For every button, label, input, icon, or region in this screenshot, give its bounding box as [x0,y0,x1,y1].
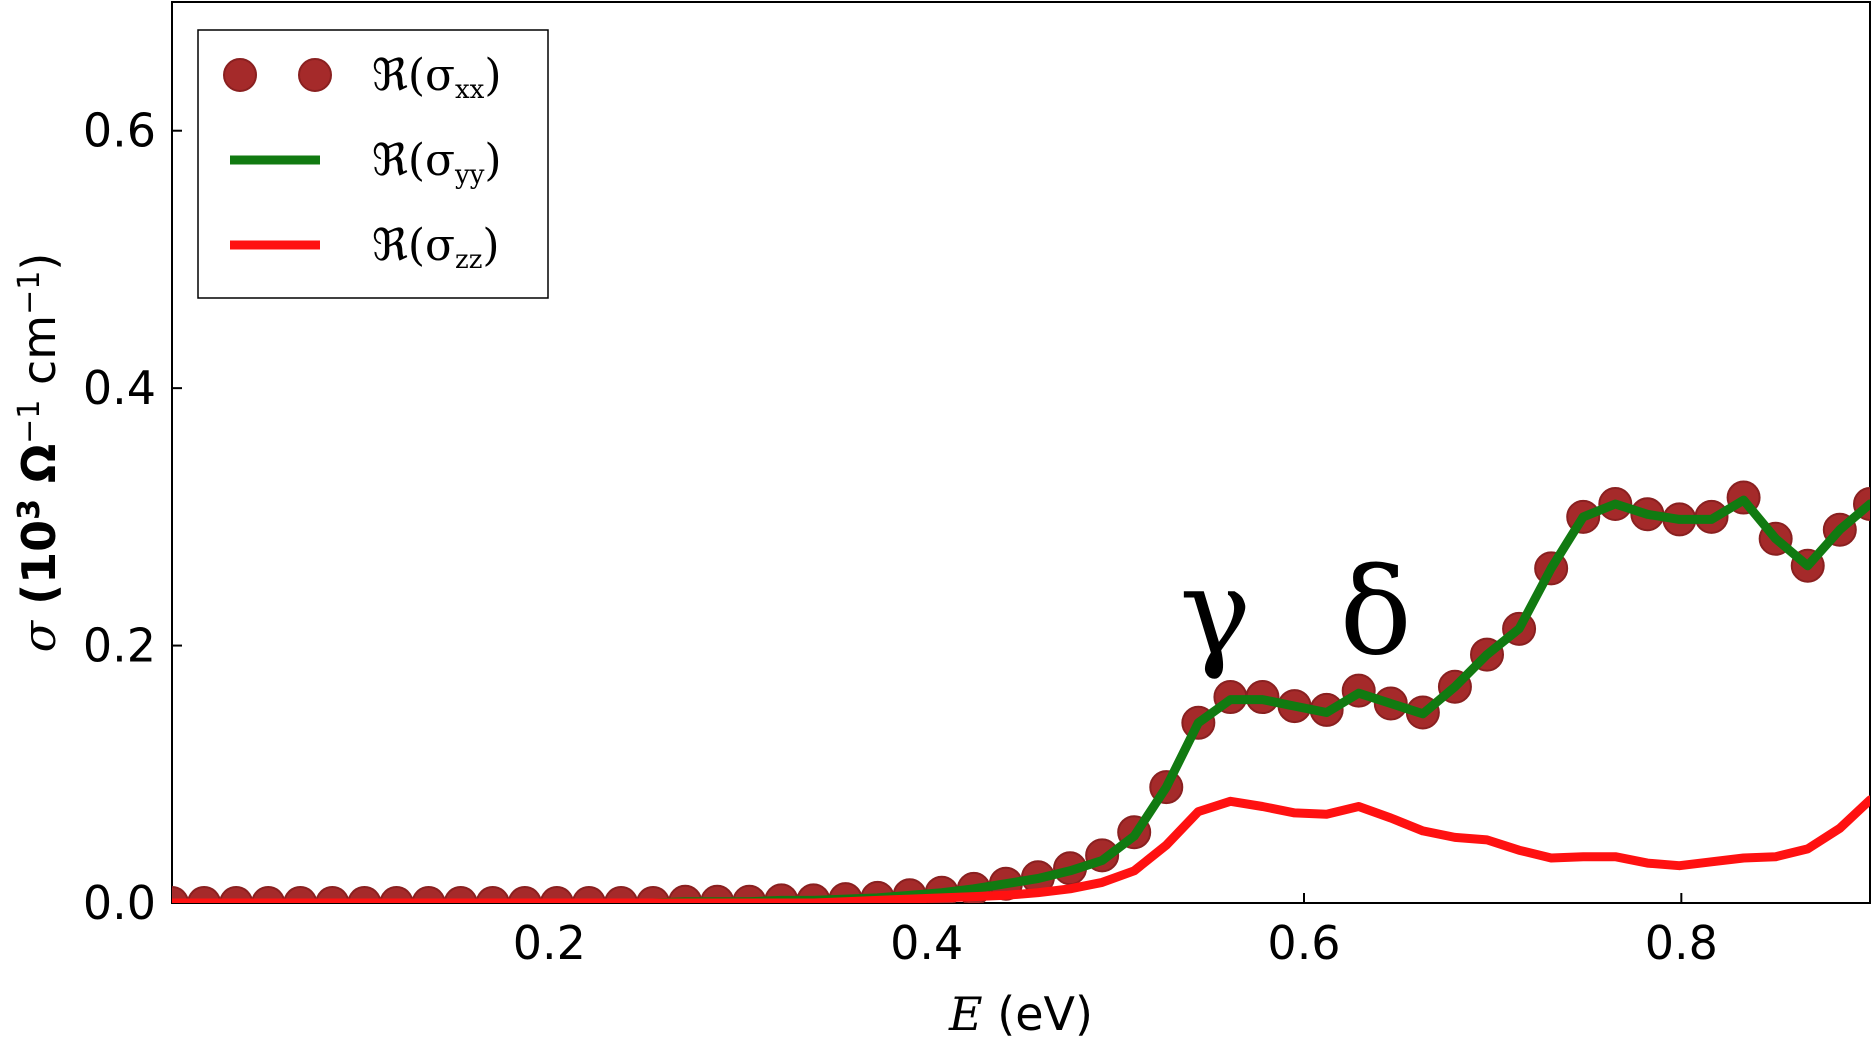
x-tick-label: 0.8 [1645,916,1718,970]
y-tick-label: 0.6 [83,104,156,158]
plot-frame [171,1,1871,904]
axis-ticks: 0.2 0.4 0.6 0.8 0.0 0.2 0.4 0.6 [83,104,1718,970]
legend-label-xx: ℜ(σxx) [372,50,502,105]
y-tick-label: 0.0 [83,876,156,930]
legend: ℜ(σxx) ℜ(σyy) ℜ(σzz) [197,29,549,299]
y-tick-label: 0.4 [83,361,156,415]
annotation-delta: δ [1340,543,1412,682]
legend-marker-xx-1 [223,58,257,92]
annotation-gamma: γ [1179,543,1251,682]
series-layer [172,480,1870,903]
x-tick-label: 0.6 [1267,916,1340,970]
y-axis-label: σ (103 Ω−1 cm−1) [12,253,66,653]
line-re_yy [172,495,1870,903]
x-tick-label: 0.4 [890,916,963,970]
line-re_zz [172,795,1870,903]
x-tick-label: 0.2 [513,916,586,970]
legend-label-zz: ℜ(σzz) [372,220,500,275]
y-tick-label: 0.2 [83,619,156,673]
legend-marker-xx-2 [298,58,332,92]
legend-label-yy: ℜ(σyy) [372,135,502,190]
x-axis-label: E (eV) [948,987,1093,1041]
